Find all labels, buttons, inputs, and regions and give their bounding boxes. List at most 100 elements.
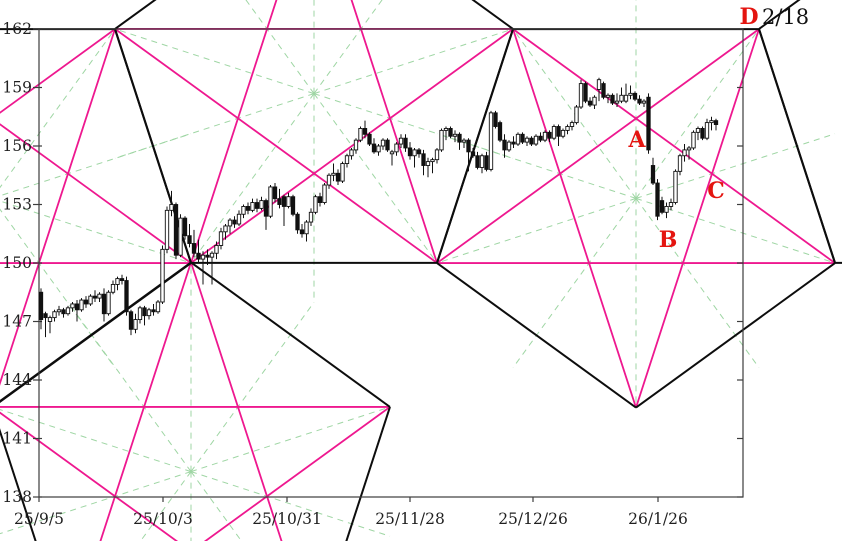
candle-body (691, 131, 696, 149)
candle (371, 138, 377, 154)
candle (281, 194, 287, 226)
candle (524, 136, 530, 146)
candle-body (713, 120, 719, 126)
candle-body (259, 200, 264, 209)
candlestick-series (38, 77, 719, 338)
candle (254, 198, 260, 213)
candle-body (182, 217, 188, 237)
candle (304, 220, 309, 242)
candle-body (38, 291, 44, 320)
candle-body (367, 133, 372, 145)
pentagon-5-pentagram-diagonal (190, 262, 283, 541)
pentagon-3-pentagram-diagonal (512, 28, 637, 408)
candle-body (610, 94, 615, 104)
candle-body (515, 133, 521, 145)
pentagon-2-spoke (313, 93, 514, 159)
pentagon-1-spoke (0, 200, 192, 264)
apex-date: 2/18 (762, 5, 809, 29)
candle-body (358, 127, 363, 141)
candle-body (569, 122, 575, 127)
candle (443, 126, 449, 141)
candle (169, 190, 174, 217)
candle-body (142, 307, 147, 317)
candle (592, 95, 597, 109)
candle-body (403, 137, 408, 149)
candle (551, 124, 557, 141)
candle-body (596, 79, 602, 90)
candle-body (151, 309, 156, 313)
candle-body (673, 170, 678, 204)
candle (263, 198, 269, 230)
candle-body (250, 202, 255, 211)
candle-body (173, 204, 179, 256)
candle-body (619, 94, 624, 102)
candle (533, 134, 539, 146)
pentagon-5-spoke (0, 409, 192, 473)
candle-body (74, 303, 80, 311)
pentagon-3-spoke (436, 197, 637, 264)
candle (155, 300, 161, 314)
candle-body (376, 145, 381, 153)
candle (547, 130, 552, 143)
y-axis-tick-label: 141 (2, 430, 32, 448)
candle (317, 192, 323, 207)
candle-body (362, 127, 368, 135)
candle-body (587, 100, 593, 106)
candle (385, 138, 390, 152)
candle-body (641, 100, 647, 104)
candle (214, 241, 219, 260)
candle-body (200, 254, 206, 260)
candle-body (637, 98, 642, 104)
candle (646, 93, 651, 154)
candle-body (592, 96, 597, 106)
candle (79, 298, 84, 312)
candle (146, 307, 152, 320)
candle (457, 132, 462, 150)
candle (560, 128, 566, 139)
candle (506, 140, 512, 152)
x-axis-tick-label: 25/9/5 (14, 510, 64, 528)
candle (236, 210, 242, 226)
candle-body (209, 252, 215, 258)
x-axis-tick-label: 25/10/31 (252, 510, 322, 528)
candle-body (479, 155, 485, 168)
candle-body (47, 317, 53, 322)
candle (709, 116, 714, 131)
candle-body (380, 139, 386, 147)
candle-body (677, 155, 683, 172)
candle-body (628, 92, 633, 96)
candle-body (65, 307, 71, 315)
pentagon-2-pentagram-diagonal (114, 28, 438, 264)
candle (241, 204, 246, 219)
pentagon-3-edge (436, 28, 514, 264)
candle (425, 157, 431, 178)
candle-body (664, 205, 669, 213)
y-axis-tick-label: 159 (2, 79, 32, 97)
candle (124, 276, 129, 316)
candle (128, 309, 134, 336)
pentagon-5-spoke (190, 471, 391, 537)
candle-body (416, 149, 422, 155)
candle (232, 216, 237, 228)
candle-body (101, 293, 107, 315)
candle-body (43, 313, 48, 319)
candle (160, 245, 165, 304)
candle (434, 147, 440, 164)
candle-body (704, 122, 710, 139)
candle-body (650, 165, 656, 184)
candle (515, 132, 521, 146)
candle (335, 169, 341, 185)
candle-body (425, 161, 431, 166)
candle (569, 120, 575, 131)
candle (286, 192, 291, 209)
candle (259, 196, 264, 211)
candle (713, 118, 719, 131)
candle (673, 169, 678, 205)
candle (610, 93, 615, 106)
candle-body (299, 229, 305, 235)
candle (641, 99, 647, 107)
candle (623, 83, 629, 104)
pentagon-2-spoke (313, 93, 438, 264)
